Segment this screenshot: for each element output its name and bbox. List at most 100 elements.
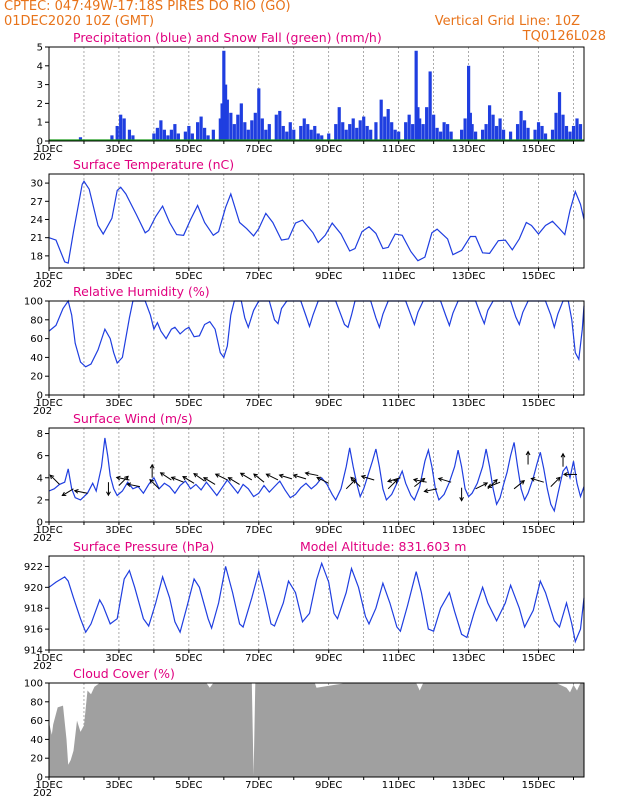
wind-arrowhead	[227, 477, 233, 482]
x-tick-label: 5DEC	[175, 398, 202, 409]
precip-bar	[166, 135, 170, 141]
wind-arrowhead	[520, 480, 526, 485]
x-tick-label: 3DEC	[105, 271, 132, 282]
precip-bar	[564, 125, 569, 141]
precip-bar	[223, 84, 228, 141]
chart-frame	[48, 46, 585, 142]
precip-bar	[257, 88, 261, 141]
panel-title: Surface Temperature (nC)	[73, 157, 234, 172]
y-tick-label: 24	[30, 215, 43, 226]
precip-bar	[159, 120, 163, 141]
y-tick-label: 1	[37, 118, 43, 129]
y-tick-label: 60	[30, 334, 43, 345]
x-tick-label: 13DEC	[452, 144, 486, 155]
precip-bar	[267, 124, 271, 141]
wind-vector	[350, 477, 361, 487]
x-tick-label: 15DEC	[522, 525, 556, 536]
precip-bar	[299, 125, 303, 141]
y-tick-label: 0	[37, 518, 43, 529]
wind-vector	[116, 476, 130, 481]
precip-bar	[243, 122, 247, 141]
x-tick-label: 11DEC	[382, 398, 416, 409]
wind-arrowhead	[350, 476, 356, 482]
precip-bar	[162, 129, 166, 141]
precip-bar	[344, 129, 348, 141]
header-station: CPTEC: 047:49W-17:18S PIRES DO RIO (GO)	[4, 0, 291, 14]
x-tick-label: 1DEC	[35, 525, 62, 536]
precip-bar	[414, 50, 418, 142]
x-tick-label: 7DEC	[245, 653, 272, 664]
y-tick-label: 18	[30, 251, 43, 262]
precip-bar	[264, 129, 268, 141]
year-fragment: 202	[33, 788, 52, 799]
precip-bar	[554, 112, 558, 141]
precip-bar	[491, 114, 495, 141]
wind-arrowhead	[193, 472, 198, 478]
x-tick-label: 1DEC	[35, 398, 62, 409]
precip-bar	[561, 114, 565, 141]
x-tick-label: 7DEC	[245, 780, 272, 791]
x-tick-label: 11DEC	[382, 780, 416, 791]
wind-arrowhead	[278, 473, 284, 479]
x-tick-label: 15DEC	[522, 144, 556, 155]
chart-panel-5	[45, 682, 585, 780]
wind-vector	[424, 488, 438, 492]
y-tick-label: 100	[24, 679, 43, 690]
precip-bar	[203, 127, 207, 141]
precip-bar	[313, 125, 317, 141]
precip-bar	[239, 103, 243, 141]
wind-vector	[171, 476, 184, 483]
precip-bar	[183, 131, 187, 141]
x-tick-label: 7DEC	[245, 271, 272, 282]
x-tick-label: 11DEC	[382, 525, 416, 536]
chart-frame	[48, 555, 585, 651]
precip-bar	[435, 127, 439, 141]
precip-bar	[463, 118, 467, 141]
precip-bar	[190, 133, 194, 141]
year-fragment: 202	[33, 406, 52, 417]
precip-bar	[536, 122, 541, 141]
wind-vector	[253, 473, 265, 483]
x-tick-label: 3DEC	[105, 144, 132, 155]
wind-arrowhead	[182, 476, 188, 481]
x-tick-label: 11DEC	[382, 144, 416, 155]
precip-bar	[250, 120, 254, 141]
wind-vector	[74, 490, 88, 494]
wind-vector	[531, 477, 544, 483]
wind-arrowhead	[124, 475, 129, 481]
precip-bar	[218, 118, 222, 141]
wind-arrowhead	[170, 476, 176, 481]
precip-bar	[484, 124, 488, 141]
precip-bar	[575, 118, 579, 141]
x-tick-label: 13DEC	[452, 525, 486, 536]
precip-bar	[225, 99, 229, 141]
wind-arrowhead	[239, 472, 245, 477]
chart-panel-2	[45, 299, 585, 398]
year-fragment: 202	[33, 661, 52, 672]
y-tick-label: 40	[30, 735, 43, 746]
wind-arrowhead	[149, 463, 155, 469]
x-tick-label: 15DEC	[522, 780, 556, 791]
x-tick-label: 7DEC	[245, 525, 272, 536]
y-tick-label: 21	[30, 233, 43, 244]
precip-bar	[115, 125, 119, 141]
wind-arrowhead	[530, 477, 536, 482]
precip-bar	[122, 118, 126, 141]
wind-vector	[182, 476, 195, 484]
wind-arrowhead	[202, 477, 208, 482]
precip-bar	[278, 110, 282, 141]
y-tick-label: 3	[37, 80, 43, 91]
precip-bar	[78, 137, 83, 141]
precip-bar	[211, 129, 215, 141]
wind-vector	[293, 474, 307, 480]
precip-bar	[236, 114, 240, 141]
wind-arrowhead	[487, 483, 493, 488]
precip-bar	[470, 124, 474, 141]
precip-bar	[449, 131, 453, 141]
x-tick-label: 3DEC	[105, 780, 132, 791]
precip-bar	[351, 118, 355, 141]
wind-arrowhead	[423, 488, 429, 494]
wind-arrowhead	[126, 482, 132, 487]
x-tick-label: 7DEC	[245, 144, 272, 155]
